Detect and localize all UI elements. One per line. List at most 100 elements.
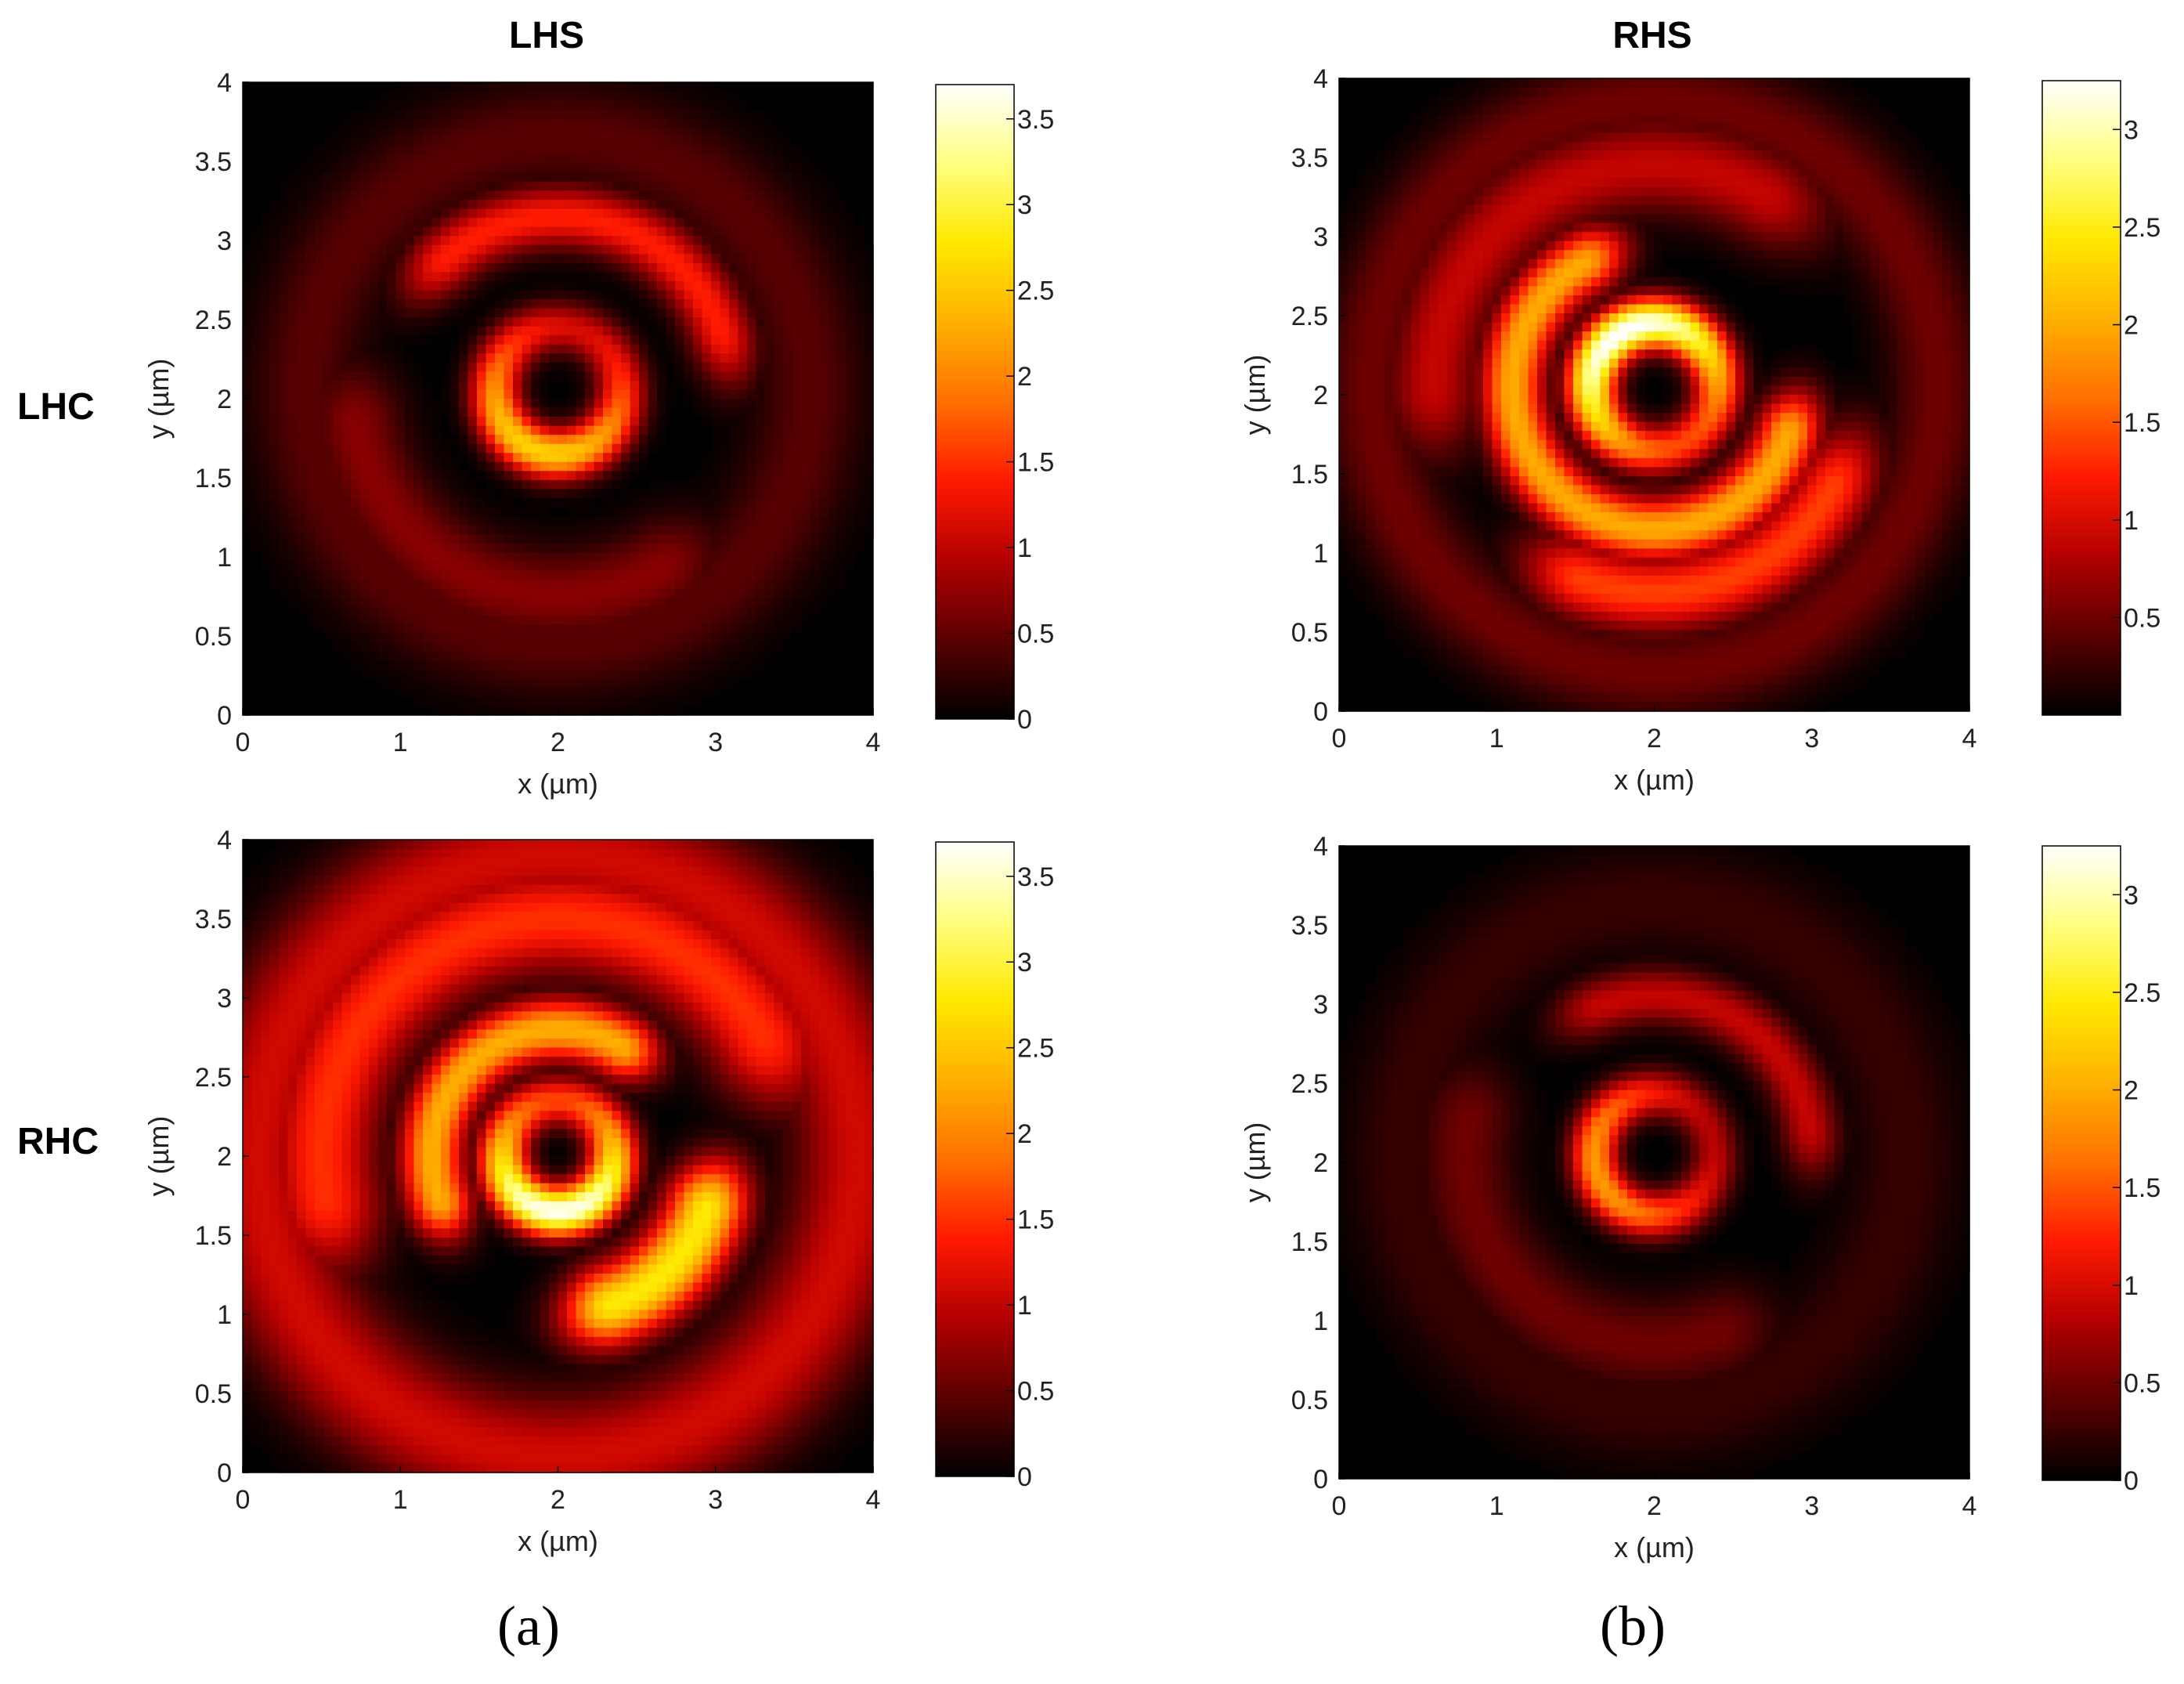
heatmap-cell — [486, 634, 496, 644]
heatmap-cell — [405, 208, 415, 219]
heatmap-cell — [864, 407, 874, 417]
heatmap-cell — [756, 344, 766, 354]
heatmap-cell — [459, 127, 469, 137]
heatmap-cell — [531, 290, 541, 300]
heatmap-cell — [747, 200, 757, 210]
heatmap-cell — [287, 290, 298, 300]
heatmap-cell — [1366, 159, 1376, 170]
heatmap-cell — [413, 688, 424, 698]
heatmap-cell — [1510, 150, 1520, 161]
heatmap-cell — [341, 606, 352, 616]
heatmap-cell — [287, 326, 298, 336]
heatmap-cell — [1879, 114, 1890, 125]
heatmap-cell — [846, 208, 856, 219]
heatmap-cell — [1906, 159, 1916, 170]
heatmap-cell — [1591, 168, 1601, 179]
heatmap-cell — [1690, 141, 1700, 151]
heatmap-cell — [243, 290, 253, 300]
heatmap-cell — [1735, 87, 1745, 97]
heatmap-cell — [341, 326, 352, 336]
heatmap-cell — [576, 435, 586, 445]
heatmap-cell — [513, 489, 523, 499]
heatmap-cell — [287, 588, 298, 598]
heatmap-cell — [837, 570, 847, 580]
heatmap-cell — [495, 525, 505, 535]
heatmap-cell — [495, 353, 505, 363]
heatmap-cell — [630, 507, 640, 517]
heatmap-cell — [630, 688, 640, 698]
heatmap-cell — [1375, 186, 1385, 197]
heatmap-cell — [594, 145, 604, 155]
heatmap-cell — [666, 181, 676, 192]
heatmap-cell — [1582, 78, 1592, 89]
heatmap-cell — [1690, 114, 1700, 125]
heatmap-cell — [576, 299, 586, 309]
heatmap-cell — [405, 670, 415, 680]
heatmap-cell — [630, 118, 640, 128]
heatmap-cell — [747, 561, 757, 571]
heatmap-cell — [855, 425, 865, 435]
heatmap-cell — [603, 91, 613, 101]
heatmap-cell — [315, 290, 325, 300]
heatmap-cell — [576, 344, 586, 354]
heatmap-cell — [684, 344, 694, 354]
heatmap-cell — [459, 154, 469, 164]
heatmap-cell — [684, 109, 694, 119]
heatmap-cell — [333, 417, 343, 427]
heatmap-cell — [441, 127, 451, 137]
heatmap-cell — [783, 534, 793, 544]
heatmap-cell — [243, 525, 253, 535]
heatmap-cell — [441, 479, 451, 490]
heatmap-cell — [837, 497, 847, 508]
heatmap-cell — [639, 552, 649, 562]
heatmap-cell — [504, 100, 514, 110]
heatmap-cell — [657, 417, 667, 427]
heatmap-cell — [531, 172, 541, 182]
heatmap-cell — [513, 371, 523, 381]
heatmap-cell — [1861, 123, 1872, 133]
heatmap-cell — [810, 262, 820, 273]
heatmap-cell — [441, 317, 451, 327]
heatmap-cell — [729, 136, 739, 146]
heatmap-cell — [305, 399, 316, 409]
heatmap-cell — [666, 516, 676, 526]
heatmap-cell — [612, 172, 622, 182]
heatmap-cell — [1429, 186, 1439, 197]
heatmap-cell — [729, 606, 739, 616]
heatmap-cell — [1447, 150, 1457, 161]
heatmap-cell — [449, 389, 460, 399]
heatmap-cell — [540, 181, 550, 192]
heatmap-cell — [1717, 87, 1727, 97]
heatmap-cell — [648, 399, 658, 409]
heatmap-cell — [684, 254, 694, 264]
heatmap-cell — [504, 362, 514, 372]
heatmap-cell — [819, 317, 829, 327]
heatmap-cell — [279, 561, 289, 571]
heatmap-cell — [558, 172, 568, 182]
heatmap-cell — [720, 570, 730, 580]
heatmap-cell — [666, 154, 676, 164]
heatmap-cell — [711, 543, 721, 553]
heatmap-cell — [341, 145, 352, 155]
heatmap-cell — [774, 453, 784, 463]
heatmap-cell — [819, 344, 829, 354]
heatmap-cell — [738, 353, 748, 363]
heatmap-cell — [297, 570, 307, 580]
heatmap-cell — [305, 172, 316, 182]
heatmap-cell — [431, 136, 442, 146]
heatmap-cell — [747, 407, 757, 417]
heatmap-cell — [1807, 159, 1818, 170]
heatmap-cell — [585, 335, 595, 345]
heatmap-cell — [287, 389, 298, 399]
heatmap-cell — [513, 417, 523, 427]
heatmap-cell — [675, 136, 685, 146]
heatmap-cell — [567, 453, 577, 463]
heatmap-cell — [1492, 168, 1502, 179]
heatmap-cell — [459, 91, 469, 101]
heatmap-cell — [702, 525, 712, 535]
heatmap-cell — [558, 236, 568, 246]
heatmap-cell — [405, 163, 415, 174]
heatmap-cell — [522, 226, 532, 237]
heatmap-cell — [549, 244, 559, 255]
heatmap-cell — [459, 579, 469, 589]
